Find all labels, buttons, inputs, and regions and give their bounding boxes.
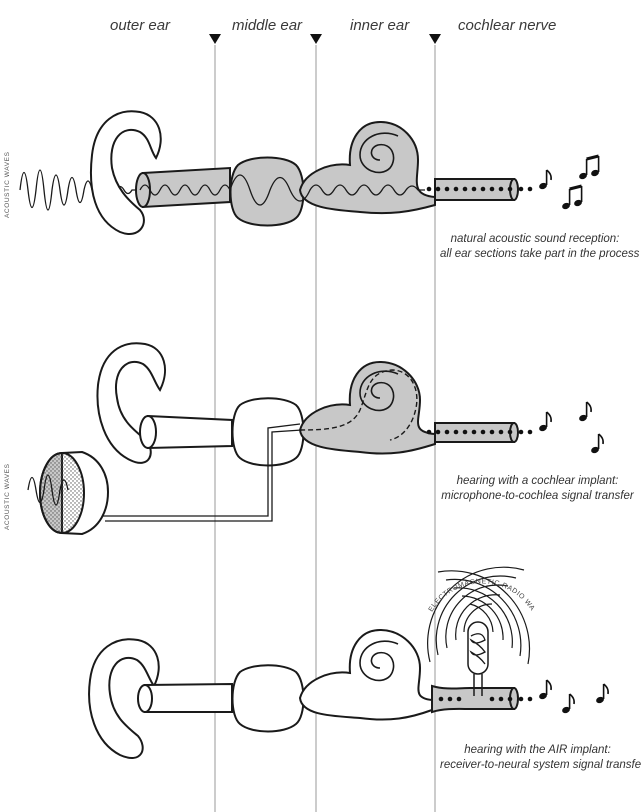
cochlea-1	[298, 120, 436, 215]
cochlea-spiral-2	[359, 370, 399, 412]
music-notes-3	[537, 679, 609, 715]
caption-natural-line1: natural acoustic sound reception:	[450, 233, 620, 245]
ear-canal-3	[144, 682, 233, 713]
ear-canal-opening-3	[137, 684, 153, 713]
implant-wire	[103, 423, 303, 522]
row-cochlear-implant	[27, 342, 604, 536]
outer-ear-pinna-1	[89, 110, 162, 235]
nerve-signal-dots-3	[438, 696, 533, 702]
cochlea-spiral-3	[359, 640, 399, 682]
row-air-implant	[88, 566, 609, 759]
ear-canal-2	[147, 414, 233, 450]
header-inner-ear: inner ear	[350, 17, 410, 34]
caption-air: hearing with the AIR implant: receiver-t…	[440, 743, 641, 773]
divider-marker-3	[429, 34, 441, 44]
cochlea-spiral-1	[359, 132, 399, 174]
implant-electrode-array	[299, 369, 418, 441]
header-middle-ear: middle ear	[232, 17, 303, 34]
radio-waves	[427, 566, 531, 665]
sound-wave-through-1	[139, 174, 425, 206]
ear-canal-1	[142, 166, 231, 209]
caption-natural: natural acoustic sound reception: all ea…	[440, 232, 640, 262]
caption-cochlear-line1: hearing with a cochlear implant:	[456, 475, 619, 487]
middle-ear-1	[229, 156, 305, 227]
microphone-grille	[39, 452, 85, 534]
music-notes-2	[537, 401, 604, 455]
caption-cochlear-line2: microphone-to-cochlea signal transfer	[441, 490, 634, 502]
header-outer-ear: outer ear	[110, 17, 171, 34]
middle-ear-3	[231, 664, 305, 733]
caption-air-line1: hearing with the AIR implant:	[464, 744, 611, 756]
header-cochlear-nerve: cochlear nerve	[458, 17, 557, 34]
outer-ear-pinna-3	[88, 638, 160, 759]
caption-natural-line2: all ear sections take part in the proces…	[440, 248, 640, 260]
ear-canal-opening-1	[135, 172, 151, 208]
nerve-signal-dots-1	[426, 186, 533, 192]
nerve-signal-dots-2	[426, 429, 533, 435]
ear-canal-opening-2	[139, 415, 157, 449]
music-notes-1	[537, 154, 602, 212]
acoustic-wave-in-2	[27, 474, 69, 506]
row-natural-hearing	[19, 110, 602, 235]
air-receiver	[467, 621, 489, 696]
cochlea-3	[298, 628, 433, 721]
caption-cochlear: hearing with a cochlear implant: microph…	[440, 474, 635, 504]
caption-air-line2: receiver-to-neural system signal transfe…	[440, 759, 641, 771]
divider-marker-1	[209, 34, 221, 44]
divider-marker-2	[310, 34, 322, 44]
